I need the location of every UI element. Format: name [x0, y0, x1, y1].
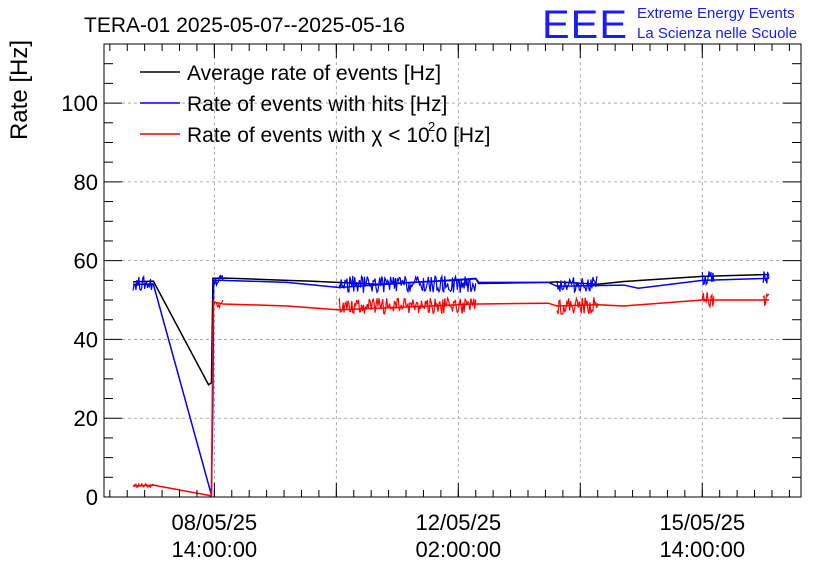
series-chi2-noise [338, 295, 477, 315]
series-hits-noise [338, 274, 477, 294]
org-name-line1: Extreme Energy Events [637, 5, 795, 22]
legend-label-hits: Rate of events with hits [Hz] [187, 93, 447, 116]
y-tick-label: 20 [74, 406, 98, 431]
series-chi2-noise [701, 292, 715, 309]
series-chi2 [132, 292, 770, 497]
legend-label-average: Average rate of events [Hz] [187, 62, 441, 85]
eee-logo: EEE [542, 3, 628, 47]
y-tick-label: 0 [86, 485, 98, 510]
legend-chi2-superscript: 2 [428, 119, 435, 134]
series-hits-noise [212, 274, 224, 288]
series-hits-noise [762, 271, 770, 284]
y-axis-label: Rate [Hz] [6, 40, 33, 140]
y-tick-label: 40 [74, 327, 98, 352]
x-tick-label-date: 08/05/25 [172, 510, 258, 535]
series-chi2-line [133, 299, 770, 497]
x-tick-label-date: 12/05/25 [415, 510, 501, 535]
legend-label-chi2-text: Rate of events with χ < 10.0 [Hz] [187, 124, 490, 147]
x-tick-label-date: 15/05/25 [659, 510, 745, 535]
series-hits-noise [701, 271, 715, 286]
y-tick-label: 100 [61, 91, 98, 116]
legend-label-chi2: Rate of events with χ < 10.0 [Hz] [187, 124, 490, 147]
chart-title: TERA-01 2025-05-07--2025-05-16 [84, 14, 405, 37]
grid-lines [104, 44, 801, 497]
plot-frame [103, 43, 802, 498]
x-tick-label-time: 14:00:00 [172, 537, 258, 562]
axes: 02040608010008/05/2514:00:0012/05/2502:0… [61, 43, 801, 562]
series-chi2-noise [762, 292, 770, 307]
y-tick-label: 80 [74, 170, 98, 195]
series-layer [132, 271, 770, 497]
legend: Average rate of events [Hz] Rate of even… [140, 62, 490, 147]
org-name-line2: La Scienza nelle Scuole [637, 25, 797, 42]
y-tick-label: 60 [74, 249, 98, 274]
x-tick-label-time: 02:00:00 [415, 537, 501, 562]
x-tick-label-time: 14:00:00 [659, 537, 745, 562]
